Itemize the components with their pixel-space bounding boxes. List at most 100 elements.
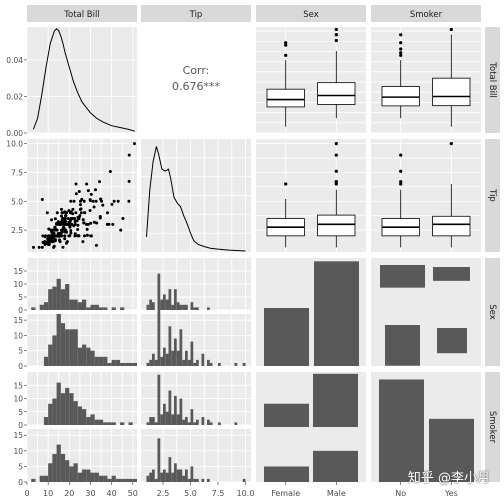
- histogram-bar: [146, 422, 150, 425]
- box-iqr: [317, 214, 356, 237]
- column-strip-label: Sex: [303, 10, 319, 20]
- histogram-bar: [187, 359, 191, 366]
- histogram-bar: [187, 422, 191, 425]
- scatter-point: [85, 233, 89, 237]
- box-outlier: [284, 43, 288, 47]
- panel-bar-sex-by-smoker: [371, 258, 481, 366]
- histogram-bar: [179, 304, 183, 310]
- panel-histogram-total-bill-female: [26, 258, 137, 311]
- histogram-bar: [43, 417, 49, 425]
- histogram-bar: [165, 299, 169, 310]
- box-outlier: [399, 41, 403, 45]
- panel-histogram-tip-no: [141, 372, 251, 426]
- histogram-bar: [171, 350, 174, 366]
- histogram-bar: [111, 359, 116, 366]
- histogram-bar: [190, 466, 194, 482]
- histogram-bar: [152, 353, 155, 366]
- histogram-bar: [48, 403, 53, 425]
- scatter-point: [88, 208, 92, 212]
- histogram-bar: [73, 463, 78, 482]
- panel-density-tip: [141, 139, 251, 252]
- count-bar: [380, 265, 425, 288]
- scatter-point: [52, 245, 56, 249]
- box-iqr: [432, 215, 471, 237]
- histogram-bar: [31, 307, 36, 310]
- panel-box-tip-by-smoker: [371, 139, 481, 252]
- histogram-bar: [149, 417, 152, 425]
- histogram-bar: [146, 304, 150, 310]
- box-outlier: [449, 142, 453, 146]
- histogram-bar: [163, 469, 166, 482]
- histogram-bar: [193, 362, 196, 366]
- histogram-bar: [77, 347, 82, 366]
- histogram-bar: [207, 478, 210, 482]
- scatter-point: [73, 234, 77, 238]
- count-bar: [385, 325, 420, 366]
- box-outlier: [334, 142, 338, 146]
- scatter-point: [56, 232, 60, 236]
- histogram-bar: [176, 350, 180, 366]
- x-tick-label: 2.5: [157, 489, 170, 498]
- histogram-bar: [196, 419, 199, 425]
- histogram-bar: [154, 359, 158, 366]
- histogram-bar: [60, 453, 66, 482]
- scatter-point: [89, 221, 93, 225]
- scatter-point: [92, 205, 96, 209]
- histogram-bar: [193, 478, 196, 482]
- histogram-bar: [82, 344, 87, 366]
- scatter-point: [53, 226, 57, 230]
- scatter-point: [59, 214, 63, 218]
- histogram-bar: [103, 356, 108, 366]
- x-tick-label: 0: [24, 489, 29, 498]
- histogram-bar: [60, 393, 66, 425]
- histogram-bar: [190, 409, 194, 425]
- y-tick-label: 5: [18, 293, 23, 302]
- y-tick-label: 15: [13, 267, 23, 276]
- histogram-bar: [56, 314, 61, 366]
- histogram-bar: [242, 362, 246, 366]
- scatter-point: [37, 245, 41, 249]
- y-tick-label: 10: [13, 395, 23, 404]
- histogram-bar: [103, 307, 108, 310]
- panel-scatter-total-bill-tip: [26, 139, 137, 252]
- scatter-point: [77, 189, 81, 193]
- histogram-bar: [209, 422, 213, 425]
- histogram-bar: [77, 472, 82, 482]
- histogram-bar: [43, 475, 49, 482]
- histogram-bar: [48, 463, 53, 482]
- panel-histogram-total-bill-male: [26, 314, 137, 367]
- scatter-point: [53, 239, 57, 243]
- box-outlier: [334, 32, 338, 37]
- scatter-point: [46, 234, 50, 238]
- histogram-bar: [182, 304, 185, 310]
- histogram-bar: [52, 398, 57, 425]
- scatter-point: [68, 211, 72, 215]
- histogram-bar: [111, 475, 116, 482]
- y-tick-label: 0.02: [6, 92, 23, 101]
- histogram-bar: [124, 362, 129, 366]
- scatter-point: [58, 222, 62, 226]
- scatter-point: [74, 211, 78, 215]
- y-tick-label: 15: [13, 431, 23, 440]
- count-bar: [313, 373, 358, 427]
- y-tick-label: 0: [18, 306, 23, 315]
- histogram-bar: [86, 469, 91, 482]
- column-strip: [256, 5, 366, 22]
- panel-histogram-total-bill-yes: [26, 429, 137, 483]
- box-outlier: [334, 38, 338, 43]
- scatter-point: [63, 217, 67, 221]
- histogram-bar: [196, 307, 199, 310]
- histogram-bar: [94, 304, 99, 310]
- histogram-bar: [165, 353, 169, 366]
- scatter-point: [116, 199, 120, 203]
- column-strip-label: Smoker: [410, 10, 443, 20]
- scatter-point: [88, 198, 92, 202]
- histogram-bar: [73, 401, 78, 425]
- row-strip: [485, 372, 500, 482]
- y-tick-label: 10: [13, 447, 23, 456]
- histogram-bar: [196, 359, 199, 366]
- row-strip-label: Smoker: [487, 411, 497, 444]
- histogram-bar: [146, 362, 150, 366]
- histogram-bar: [48, 344, 53, 366]
